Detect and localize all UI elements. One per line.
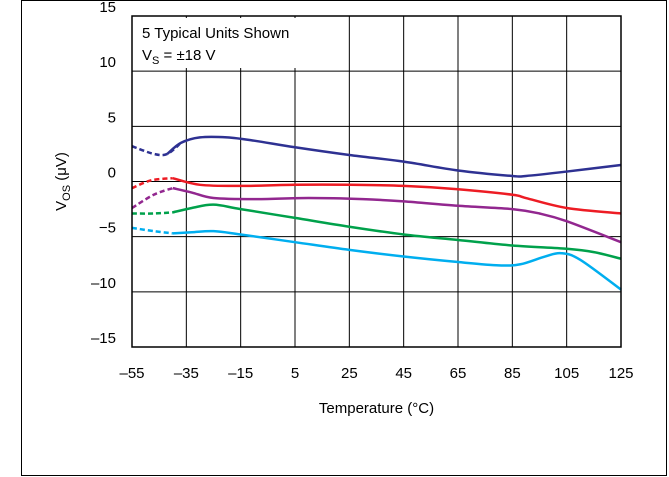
annotation-units: 5 Typical Units Shown: [142, 25, 289, 42]
series-line-1-dashed: [131, 141, 182, 157]
series-line-5: [172, 229, 622, 291]
y-tick-label: –10: [91, 275, 116, 292]
x-tick-label: –15: [228, 365, 253, 382]
y-tick-label: 15: [99, 0, 116, 16]
x-tick-labels: –55 –35 –15 5 25 45 65 85 105 125: [119, 365, 633, 382]
vos-subscript: OS: [61, 185, 73, 201]
x-tick-label: 45: [395, 365, 412, 382]
plot-area: [131, 15, 622, 348]
x-tick-label: 105: [554, 365, 579, 382]
vs-symbol: V: [142, 47, 152, 64]
x-tick-label: –35: [174, 365, 199, 382]
x-tick-label: –55: [119, 365, 144, 382]
x-tick-label: 125: [608, 365, 633, 382]
y-tick-label: –15: [91, 330, 116, 347]
x-tick-label: 85: [504, 365, 521, 382]
vs-subscript: S: [152, 55, 159, 67]
y-axis-title: VOS (μV): [53, 152, 73, 211]
series-line-3: [172, 186, 622, 244]
series-line-5-dashed: [131, 226, 173, 235]
vos-symbol: V: [53, 201, 70, 211]
annotation-supply: VS = ±18 V: [142, 47, 216, 67]
vos-unit: (μV): [53, 152, 70, 185]
series-line-2-dashed: [131, 176, 173, 190]
y-tick-labels: –15 –10 −5 0 5 10 15: [91, 0, 116, 347]
x-tick-label: 5: [291, 365, 299, 382]
series-line-4: [172, 203, 622, 260]
series-line-1: [166, 135, 622, 178]
x-tick-label: 65: [450, 365, 467, 382]
x-axis-title: Temperature (°C): [319, 400, 434, 417]
y-tick-label: 0: [108, 165, 116, 182]
y-tick-label: 5: [108, 109, 116, 126]
vs-value: = ±18 V: [159, 47, 215, 64]
series-line-4-dashed: [131, 211, 173, 215]
y-tick-label: 10: [99, 54, 116, 71]
series-lines: [131, 135, 622, 291]
annotation-box: [134, 18, 324, 68]
series-line-2: [172, 176, 622, 215]
x-tick-label: 25: [341, 365, 358, 382]
series-line-3-dashed: [131, 186, 174, 210]
y-tick-label: −5: [99, 220, 116, 237]
chart-frame: [21, 0, 667, 476]
